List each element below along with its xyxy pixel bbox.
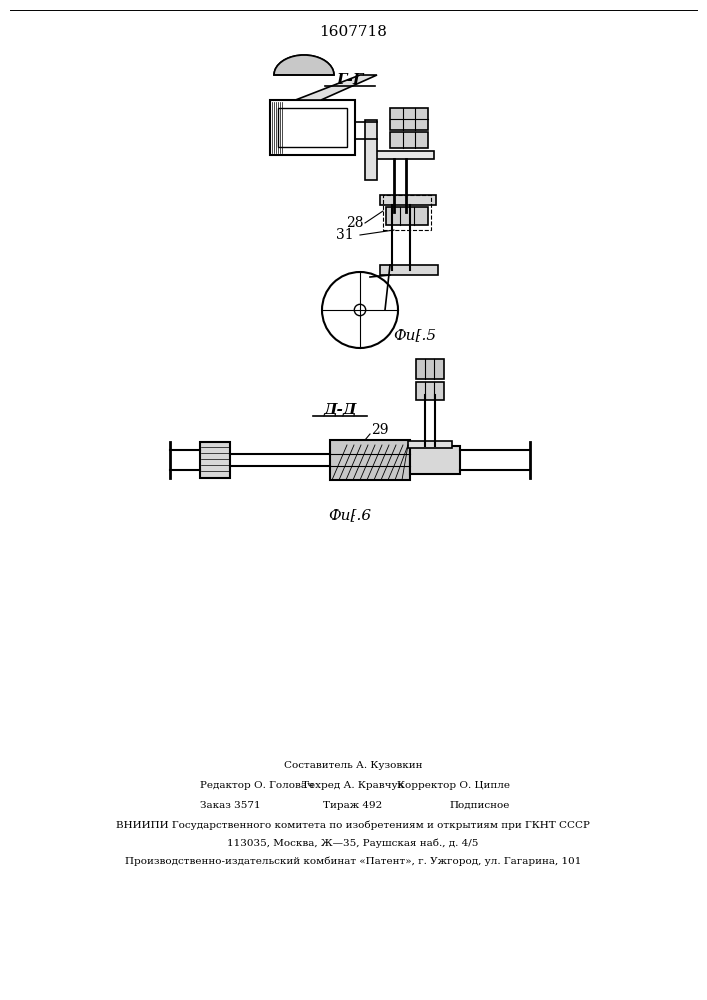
Bar [380, 265, 438, 275]
Text: Фи⁅.6: Фи⁅.6 [329, 508, 372, 522]
Bar [200, 442, 230, 478]
Text: 28: 28 [346, 216, 363, 230]
Text: Техред А. Кравчук: Техред А. Кравчук [302, 780, 404, 790]
Bar [365, 120, 377, 180]
Text: Заказ 3571: Заказ 3571 [200, 800, 261, 810]
Text: Фи⁅.5: Фи⁅.5 [393, 328, 436, 342]
Text: ВНИИПИ Государственного комитета по изобретениям и открытиям при ГКНТ СССР: ВНИИПИ Государственного комитета по изоб… [116, 820, 590, 830]
Text: Тираж 492: Тираж 492 [323, 800, 382, 810]
Bar [270, 100, 355, 155]
Bar [330, 440, 410, 480]
Bar [408, 441, 452, 448]
Bar [278, 108, 347, 147]
Text: Д-Д: Д-Д [323, 403, 357, 417]
Bar [383, 195, 431, 230]
Polygon shape [296, 75, 377, 100]
Bar [410, 446, 460, 474]
Text: Производственно-издательский комбинат «Патент», г. Ужгород, ул. Гагарина, 101: Производственно-издательский комбинат «П… [125, 856, 581, 866]
Bar [390, 132, 428, 148]
Text: 31: 31 [337, 228, 354, 242]
Bar [372, 151, 434, 159]
Text: 29: 29 [371, 423, 389, 437]
Bar [416, 359, 444, 379]
Text: Корректор О. Ципле: Корректор О. Ципле [397, 780, 510, 790]
Text: Подписное: Подписное [450, 800, 510, 810]
Bar [380, 195, 436, 205]
Text: 113035, Москва, Ж—35, Раушская наб., д. 4/5: 113035, Москва, Ж—35, Раушская наб., д. … [228, 838, 479, 848]
Text: Редактор О. Головач: Редактор О. Головач [200, 780, 314, 790]
Text: 1607718: 1607718 [319, 25, 387, 39]
Text: Составитель А. Кузовкин: Составитель А. Кузовкин [284, 760, 422, 770]
Bar [390, 108, 428, 130]
Bar [386, 207, 428, 225]
Text: Г-Г: Г-Г [337, 73, 363, 87]
Bar [416, 382, 444, 400]
Polygon shape [274, 55, 334, 75]
